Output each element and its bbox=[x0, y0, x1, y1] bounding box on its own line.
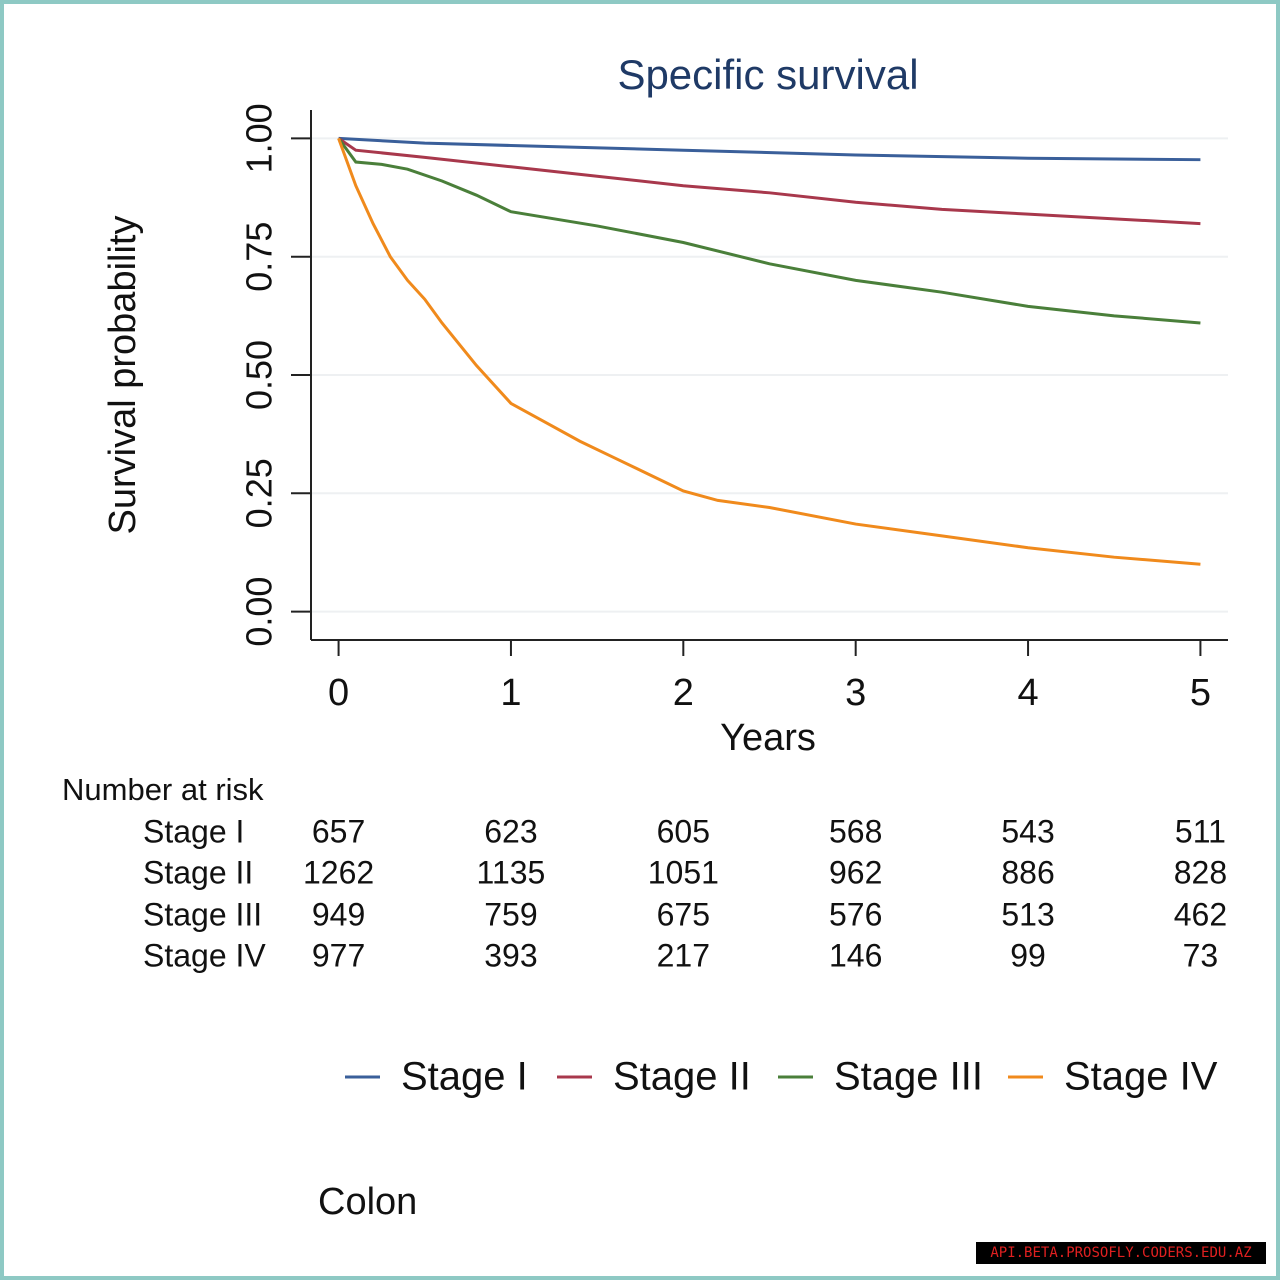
y-tick-label: 0.25 bbox=[239, 458, 280, 528]
risk-value: 146 bbox=[829, 937, 882, 973]
risk-value: 828 bbox=[1174, 854, 1227, 890]
risk-value: 393 bbox=[484, 937, 537, 973]
risk-value: 759 bbox=[484, 896, 537, 932]
caption: Colon bbox=[318, 1181, 417, 1223]
x-axis-label: Years bbox=[720, 717, 816, 759]
y-tick-label: 0.75 bbox=[239, 222, 280, 292]
risk-value: 675 bbox=[657, 896, 710, 932]
risk-value: 217 bbox=[657, 937, 710, 973]
risk-value: 99 bbox=[1010, 937, 1046, 973]
legend-label: Stage IV bbox=[1064, 1055, 1218, 1099]
x-tick-label: 5 bbox=[1190, 672, 1211, 714]
risk-row-label: Stage II bbox=[143, 854, 253, 890]
y-tick-label: 0.50 bbox=[239, 340, 280, 410]
risk-value: 949 bbox=[312, 896, 365, 932]
risk-row-label: Stage III bbox=[143, 896, 262, 932]
survival-curve bbox=[337, 137, 1201, 226]
y-tick-label: 0.00 bbox=[239, 577, 280, 647]
risk-value: 886 bbox=[1001, 854, 1054, 890]
risk-value: 513 bbox=[1001, 896, 1054, 932]
legend-label: Stage I bbox=[401, 1055, 528, 1099]
y-axis-label: Survival probability bbox=[102, 216, 144, 535]
risk-value: 576 bbox=[829, 896, 882, 932]
x-tick-label: 1 bbox=[500, 672, 521, 714]
risk-value: 568 bbox=[829, 813, 882, 849]
survival-curve bbox=[338, 136, 1201, 162]
watermark-bg bbox=[976, 1242, 1266, 1264]
survival-curve bbox=[337, 137, 1201, 566]
risk-value: 977 bbox=[312, 937, 365, 973]
risk-value: 543 bbox=[1001, 813, 1054, 849]
x-tick-label: 2 bbox=[673, 672, 694, 714]
watermark: API.BETA.PROSOFLY.CODERS.EDU.AZ bbox=[990, 1245, 1251, 1261]
risk-value: 623 bbox=[484, 813, 537, 849]
legend-label: Stage II bbox=[613, 1055, 751, 1099]
risk-value: 462 bbox=[1174, 896, 1227, 932]
risk-value: 73 bbox=[1183, 937, 1219, 973]
survival-curve bbox=[337, 137, 1201, 325]
risk-value: 962 bbox=[829, 854, 882, 890]
risk-row-label: Stage I bbox=[143, 813, 244, 849]
risk-table-title: Number at risk bbox=[62, 772, 264, 807]
x-tick-label: 4 bbox=[1017, 672, 1038, 714]
chart-title: Specific survival bbox=[617, 51, 918, 98]
y-tick-label: 1.00 bbox=[239, 103, 280, 173]
legend-label: Stage III bbox=[834, 1055, 983, 1099]
x-tick-label: 0 bbox=[328, 672, 349, 714]
risk-value: 1262 bbox=[303, 854, 374, 890]
risk-value: 511 bbox=[1175, 813, 1226, 849]
risk-value: 657 bbox=[312, 813, 365, 849]
risk-value: 1051 bbox=[648, 854, 719, 890]
x-tick-label: 3 bbox=[845, 672, 866, 714]
risk-value: 605 bbox=[657, 813, 710, 849]
risk-row-label: Stage IV bbox=[143, 937, 266, 973]
risk-value: 1135 bbox=[477, 854, 546, 890]
